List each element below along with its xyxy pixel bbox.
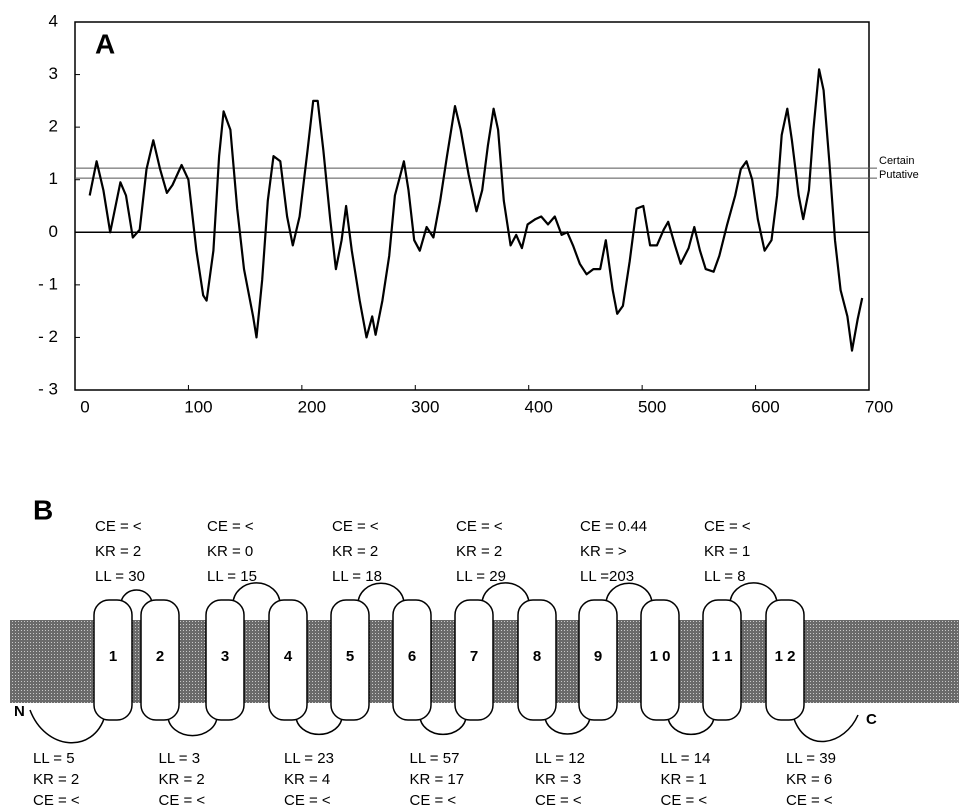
outer-loop — [606, 583, 652, 604]
helix-label: 9 — [594, 648, 602, 665]
threshold-label: Certain — [879, 155, 914, 167]
panel-label: B — [33, 494, 53, 525]
loop-label: KR = 17 — [410, 771, 465, 788]
helix-label: 3 — [221, 648, 229, 665]
x-tick-label: 500 — [638, 397, 666, 416]
outer-loop — [730, 583, 777, 604]
outer-loop — [482, 583, 529, 604]
loop-label: LL = 29 — [456, 568, 506, 585]
loop-label: LL =203 — [580, 568, 634, 585]
y-tick-label: - 2 — [38, 327, 58, 346]
loop-label: KR = 2 — [332, 543, 378, 560]
x-tick-label: 300 — [411, 397, 439, 416]
x-tick-label: 0 — [80, 397, 89, 416]
loop-label: KR = 2 — [33, 771, 79, 788]
loop-label: LL = 18 — [332, 568, 382, 585]
c-terminus: C — [866, 711, 877, 728]
loop-label: KR = 4 — [284, 771, 330, 788]
loop-label: KR = 1 — [704, 543, 750, 560]
loop-label: LL = 39 — [786, 750, 836, 767]
loop-label: KR = 6 — [786, 771, 832, 788]
loop-label: LL = 12 — [535, 750, 585, 767]
panel-label: A — [95, 28, 115, 59]
c-terminal-tail — [793, 715, 858, 742]
threshold-label: Putative — [879, 169, 919, 181]
loop-label: LL = 23 — [284, 750, 334, 767]
loop-label: CE = < — [661, 792, 708, 809]
helix-label: 4 — [284, 648, 293, 665]
loop-label: KR = 2 — [95, 543, 141, 560]
helix-label: 1 — [109, 648, 117, 665]
inner-loop — [545, 716, 590, 734]
y-tick-label: 3 — [49, 64, 58, 83]
loop-label: LL = 3 — [159, 750, 201, 767]
loop-label: CE = < — [704, 518, 751, 535]
x-tick-label: 600 — [751, 397, 779, 416]
loop-label: LL = 57 — [410, 750, 460, 767]
loop-label: LL = 5 — [33, 750, 75, 767]
loop-label: CE = < — [207, 518, 254, 535]
helix-label: 1 0 — [650, 648, 671, 665]
helix-label: 1 2 — [775, 648, 796, 665]
x-tick-label: 400 — [525, 397, 553, 416]
loop-label: CE = < — [332, 518, 379, 535]
figure: A B N C - 3 - 2 - 1 0 1 2 3 4 0 100 200 300 400 500 60… — [0, 0, 959, 809]
loop-label: CE = < — [535, 792, 582, 809]
y-tick-label: 2 — [49, 117, 58, 136]
loop-label: CE = < — [786, 792, 833, 809]
loop-label: KR = 3 — [535, 771, 581, 788]
data-line — [90, 69, 863, 350]
loop-label: CE = < — [95, 518, 142, 535]
n-terminal-tail — [30, 710, 105, 743]
loop-label: LL = 15 — [207, 568, 257, 585]
helix-label: 1 1 — [712, 648, 733, 665]
inner-loop — [296, 716, 342, 734]
loop-label: LL = 14 — [661, 750, 711, 767]
inner-loop — [168, 716, 217, 736]
x-tick-label: 100 — [184, 397, 212, 416]
helix-label: 5 — [346, 648, 354, 665]
loop-label: CE = 0.44 — [580, 518, 647, 535]
y-tick-label: - 3 — [38, 379, 58, 398]
outer-loop — [358, 583, 404, 604]
outer-loop — [233, 583, 280, 604]
x-tick-label: 200 — [298, 397, 326, 416]
loop-label: CE = < — [159, 792, 206, 809]
loop-label: CE = < — [456, 518, 503, 535]
loop-label: KR = 1 — [661, 771, 707, 788]
loop-label: KR = > — [580, 543, 627, 560]
y-tick-label: 4 — [49, 11, 58, 30]
y-tick-label: 0 — [49, 222, 58, 241]
x-tick-label: 700 — [865, 397, 893, 416]
loop-label: KR = 2 — [456, 543, 502, 560]
helix-label: 7 — [470, 648, 478, 665]
helix-label: 2 — [156, 648, 164, 665]
plot-frame — [75, 22, 869, 390]
loop-label: CE = < — [284, 792, 331, 809]
inner-loop — [420, 716, 466, 734]
loop-label: LL = 30 — [95, 568, 145, 585]
loop-label: KR = 2 — [159, 771, 205, 788]
loop-label: CE = < — [410, 792, 457, 809]
n-terminus: N — [14, 703, 25, 720]
loop-label: CE = < — [33, 792, 80, 809]
y-tick-label: - 1 — [38, 274, 58, 293]
loop-label: KR = 0 — [207, 543, 253, 560]
y-tick-label: 1 — [49, 169, 58, 188]
loop-label: LL = 8 — [704, 568, 746, 585]
helix-label: 8 — [533, 648, 541, 665]
helix-label: 6 — [408, 648, 416, 665]
inner-loop — [668, 716, 714, 734]
